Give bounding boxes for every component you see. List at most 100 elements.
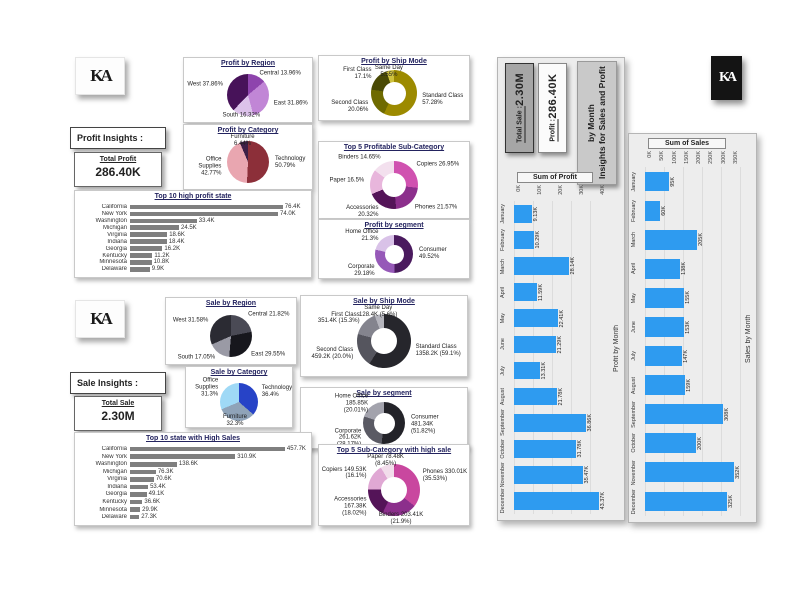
bar[interactable] (130, 469, 156, 475)
bar-row: September 36.86K (500, 409, 608, 436)
bar[interactable] (130, 267, 150, 272)
bar[interactable] (645, 171, 669, 192)
bar[interactable] (514, 413, 587, 432)
total-profit-card[interactable]: Total Profit 286.40K (74, 152, 162, 187)
bar[interactable] (130, 492, 147, 497)
bar[interactable] (514, 387, 557, 406)
brand-logo: KA (75, 57, 125, 95)
profit-by-region-chart[interactable]: Profit by Region Central 13.96% East 31.8… (183, 57, 313, 123)
sale-by-region-chart[interactable]: Sale by Region Central 21.82% East 29.55%… (165, 297, 297, 365)
bar[interactable] (514, 231, 535, 249)
donut[interactable] (368, 464, 420, 517)
bar-row: June 153K (631, 312, 741, 341)
pie-body: Consumer 481.34K (51.82%) Corporate 261.6… (301, 394, 467, 448)
bar[interactable] (514, 335, 556, 354)
bar[interactable] (514, 309, 558, 328)
profit-by-ship-mode-chart[interactable]: Profit by Ship Mode Standard Class 57.28… (318, 55, 470, 121)
donut[interactable] (357, 314, 411, 369)
bar[interactable] (645, 346, 683, 366)
sale-by-ship-mode-chart[interactable]: Sale by Ship Mode Standard Class 1358.2K… (300, 295, 468, 377)
bar[interactable] (645, 462, 735, 483)
top10-sales-state-chart[interactable]: Top 10 state with High Sales California 4… (74, 432, 312, 526)
pie-body: Technology 50.79% Office Supplies 42.77% F… (184, 135, 312, 189)
bar-row: December 325K (631, 487, 741, 516)
donut[interactable] (370, 161, 418, 210)
bar-row: October 200K (631, 429, 741, 458)
category-label: September (631, 400, 637, 428)
pie[interactable] (210, 315, 252, 358)
bar[interactable] (130, 253, 153, 258)
value-label: 33.4K (198, 217, 215, 224)
donut[interactable] (375, 235, 413, 274)
bar-row: June 21.29K (500, 331, 608, 357)
bar[interactable] (130, 246, 163, 251)
bar[interactable] (514, 465, 584, 484)
y-axis-title: Sales by Month (745, 314, 752, 364)
total-sale-vertical-card[interactable]: Total Sale : 2.30M (505, 63, 534, 153)
bar[interactable] (130, 218, 197, 224)
bar[interactable] (645, 491, 728, 512)
bar[interactable] (645, 317, 684, 337)
profit-by-category-chart[interactable]: Profit by Category Technology 50.79% Offi… (183, 124, 313, 190)
bar[interactable] (130, 454, 236, 459)
total-sale-card[interactable]: Total Sale 2.30M (74, 396, 162, 431)
slice-label: Same Day 128.4K (5.6%) (359, 305, 398, 319)
profit-vertical-card[interactable]: Profit : 286.40K (538, 63, 567, 153)
bar[interactable] (514, 361, 541, 380)
chart-title: Profit by Ship Mode (361, 58, 427, 65)
pie[interactable] (227, 141, 269, 184)
bar[interactable] (130, 225, 179, 230)
bar[interactable] (130, 477, 154, 482)
bar[interactable] (130, 446, 285, 452)
bar[interactable] (645, 404, 723, 425)
bar[interactable] (645, 229, 697, 250)
bar[interactable] (645, 200, 661, 221)
profit-by-month-chart[interactable]: Sum of Profit 0K 10K 20K 30K 40K January 9.13… (500, 172, 610, 514)
bar[interactable] (514, 283, 537, 302)
sale-by-category-chart[interactable]: Sale by Category Technology 36.4% Furnitu… (185, 366, 293, 428)
chart-title: Sale by Category (210, 369, 268, 376)
bar[interactable] (130, 211, 278, 217)
sales-by-month-chart[interactable]: Sum of Sales 0K 50K 100K 150K 200K 250K 300K 35… (631, 138, 743, 516)
bar-track: 155K (645, 283, 741, 312)
bar[interactable] (130, 239, 167, 244)
bar[interactable] (130, 204, 283, 210)
bar[interactable] (130, 232, 168, 237)
bar[interactable] (514, 439, 577, 458)
chart-title: Sale by Region (205, 300, 257, 307)
top5-profitable-subcategory-chart[interactable]: Top 5 Profitable Sub-Category Copiers 26… (318, 141, 470, 219)
value-label: 29.9K (142, 506, 158, 513)
pie[interactable] (220, 383, 258, 422)
bar[interactable] (645, 375, 686, 395)
donut[interactable] (371, 70, 417, 117)
category-label: Georgia (105, 491, 127, 498)
bar-track: 28.14K (514, 253, 608, 279)
bar[interactable] (645, 258, 680, 279)
bar[interactable] (645, 433, 696, 454)
x-axis-ticks: 0K 50K 100K 150K 200K 250K 300K 350K (631, 149, 743, 167)
bar[interactable] (130, 507, 141, 512)
value-label: 24.5K (181, 224, 197, 231)
bar[interactable] (130, 499, 143, 505)
bar[interactable] (514, 492, 599, 510)
bar[interactable] (130, 462, 177, 467)
value-label: 155K (685, 291, 692, 305)
chart-title: Profit by segment (364, 222, 424, 229)
value-label: 310.9K (237, 453, 257, 460)
bar[interactable] (514, 205, 532, 223)
pie[interactable] (227, 74, 269, 117)
bar[interactable] (130, 484, 149, 490)
slice-label: West 37.86% (187, 81, 223, 88)
bar[interactable] (130, 514, 140, 520)
top5-sale-subcategory-chart[interactable]: Top 5 Sub-Category with high sale Phones… (318, 444, 470, 526)
sale-by-segment-chart[interactable]: Sale by segment Consumer 481.34K (51.82%… (300, 387, 468, 449)
bar[interactable] (130, 260, 152, 265)
bar[interactable] (645, 287, 685, 308)
donut[interactable] (363, 402, 405, 445)
top10-profit-state-chart[interactable]: Top 10 high profit state California 76.4K… (74, 190, 312, 278)
bar-row: April 11.59K (500, 279, 608, 305)
bar-track: 29.9K (130, 507, 306, 513)
bar[interactable] (514, 257, 570, 276)
profit-by-segment-chart[interactable]: Profit by segment Consumer 49.52% Corpora… (318, 219, 470, 279)
category-label: Virginia (107, 476, 127, 483)
